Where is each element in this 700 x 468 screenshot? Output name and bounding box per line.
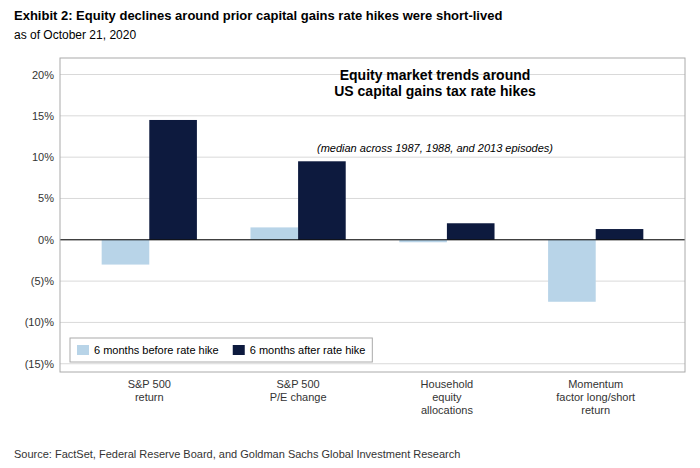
y-tick-label: (15)% (25, 358, 55, 370)
x-tick-label-line: return (135, 391, 164, 403)
legend-box (70, 338, 372, 362)
x-tick-label-line: equity (432, 391, 462, 403)
x-tick-label: Momentumfactor long/shortreturn (556, 378, 635, 416)
grid (60, 75, 685, 364)
x-tick-label-line: Household (421, 378, 474, 390)
chart: Exhibit 2: Equity declines around prior … (0, 0, 700, 468)
y-tick-label: 20% (32, 69, 54, 81)
y-tick-label: (10)% (25, 316, 55, 328)
legend: 6 months before rate hike 6 months after … (70, 338, 372, 362)
bar (548, 240, 596, 302)
subtitle: as of October 21, 2020 (14, 28, 136, 42)
bar (596, 229, 644, 240)
y-tick-label: 0% (38, 234, 54, 246)
x-tick-label-line: P/E change (270, 391, 327, 403)
x-tick-label-line: S&P 500 (276, 378, 319, 390)
source: Source: FactSet, Federal Reserve Board, … (14, 448, 460, 460)
y-tick-label: 10% (32, 151, 54, 163)
chart-note: (median across 1987, 1988, and 2013 epis… (317, 142, 553, 154)
bar (447, 223, 495, 240)
zero-line (60, 239, 685, 240)
legend-swatch (233, 345, 245, 355)
plot-frame (60, 58, 685, 372)
bar (149, 120, 197, 240)
bar (298, 161, 346, 240)
x-tick-label: S&P 500return (128, 378, 171, 403)
chart-heading: US capital gains tax rate hikes (334, 83, 536, 99)
grid-line (60, 363, 685, 364)
plot-background (60, 58, 685, 372)
x-tick-label-line: Momentum (568, 378, 623, 390)
legend-label: 6 months after rate hike (250, 344, 366, 356)
grid-line (60, 322, 685, 323)
x-tick-label: Householdequityallocations (421, 378, 474, 416)
y-tick-label: (5)% (31, 275, 54, 287)
bar (250, 227, 298, 239)
chart-heading: Equity market trends around (340, 67, 531, 83)
legend-label: 6 months before rate hike (94, 344, 219, 356)
x-tick-label-line: return (581, 404, 610, 416)
title: Exhibit 2: Equity declines around prior … (14, 8, 502, 23)
grid-line (60, 239, 685, 240)
x-tick-label-line: factor long/short (556, 391, 635, 403)
bar (102, 240, 150, 265)
y-tick-label: 15% (32, 110, 54, 122)
legend-swatch (77, 345, 89, 355)
bars (102, 120, 644, 302)
x-tick-label-line: allocations (421, 404, 473, 416)
y-tick-label: 5% (38, 192, 54, 204)
x-tick-label-line: S&P 500 (128, 378, 171, 390)
x-tick-label: S&P 500P/E change (270, 378, 327, 403)
grid-line (60, 115, 685, 116)
